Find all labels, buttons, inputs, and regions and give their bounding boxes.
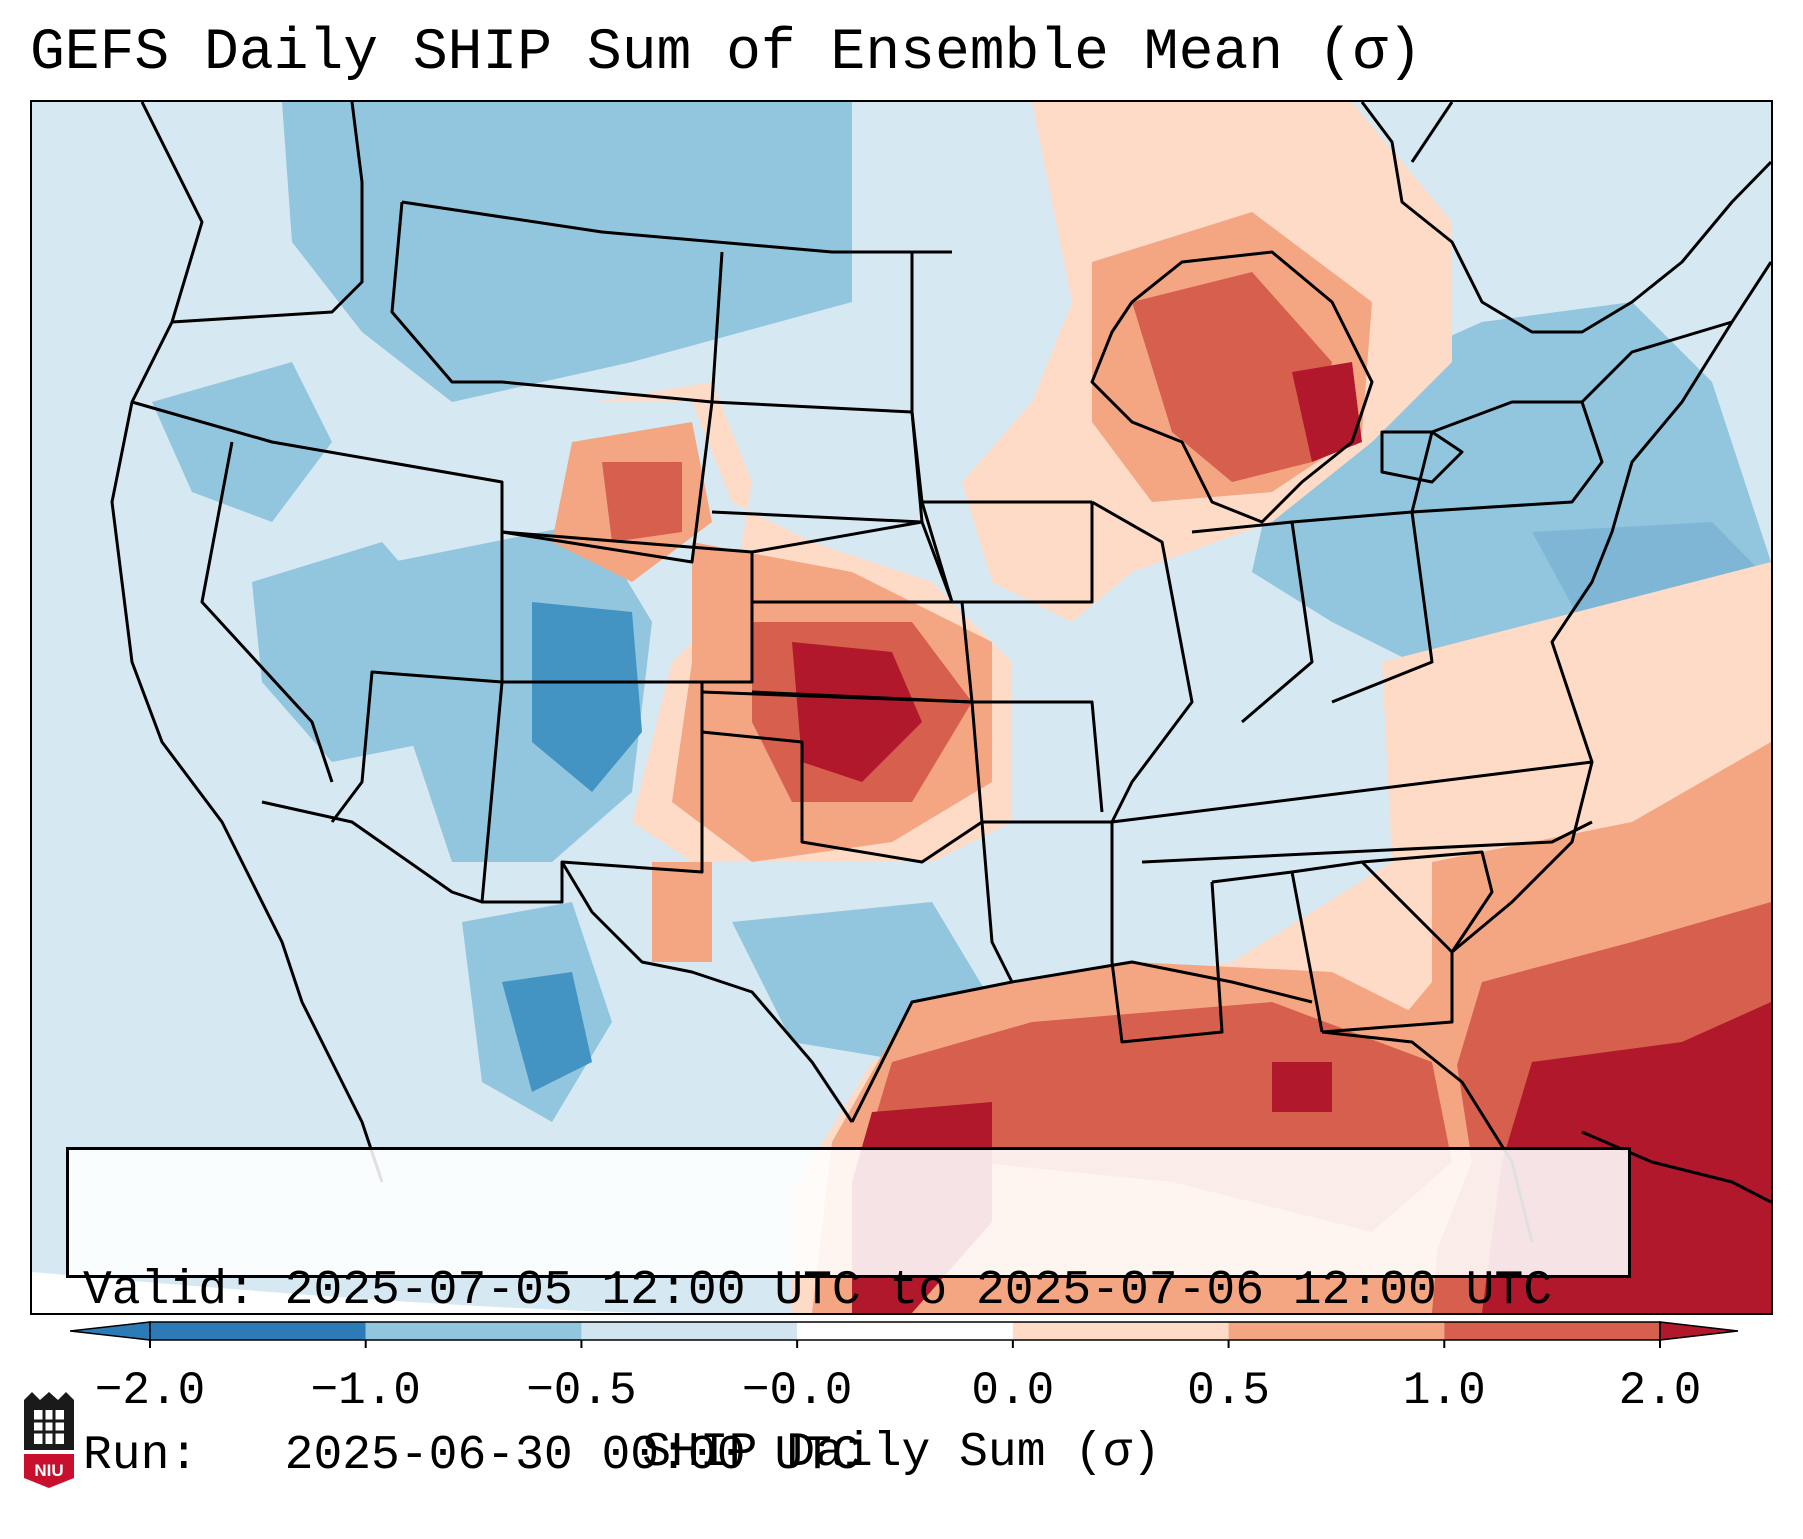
run-line: Run: 2025-06-30 00:00 UTC: [83, 1429, 1614, 1484]
map-panel[interactable]: [30, 100, 1773, 1315]
colorbar-segment: [581, 1322, 798, 1340]
east-coastline: [1451, 261, 1771, 954]
colorbar-segment: [1444, 1322, 1660, 1340]
tennessee-kentucky-border: [1111, 760, 1593, 824]
colorbar: [70, 1321, 1739, 1348]
mexico-border: [261, 800, 483, 904]
run-value: 2025-06-30 00:00 UTC: [284, 1429, 861, 1483]
washington-border: [171, 102, 364, 324]
valid-value: 2025-07-05 12:00 UTC to 2025-07-06 12:00…: [284, 1264, 1553, 1318]
domain-edge: [32, 1272, 732, 1313]
anomaly-map: [32, 102, 1771, 1313]
colorbar-tick-label: 1.0: [1402, 1365, 1486, 1417]
colorbar-segment: [150, 1322, 366, 1340]
ohio-border: [1291, 510, 1434, 704]
new-mexico-border: [480, 681, 704, 904]
logo-window-grid: [34, 1410, 64, 1444]
kansas-dark-red: [792, 642, 922, 782]
colorbar-tick-label: 0.5: [1187, 1365, 1270, 1417]
south-carolina-border: [1361, 850, 1494, 953]
colorbar-tick-label: 0.0: [971, 1365, 1055, 1417]
gulf-coast-line: [1011, 960, 1313, 1004]
idaho-border: [390, 201, 502, 384]
northern-plains-blue: [282, 102, 852, 402]
wyoming-red: [602, 462, 682, 542]
colorbar-extend-high: [1659, 1321, 1739, 1341]
logo-window: [34, 1410, 64, 1444]
texas-rio-grande: [560, 861, 854, 1123]
logo-shield: [24, 1454, 74, 1488]
utah-border: [330, 532, 504, 823]
colorbar-segment: [1012, 1322, 1229, 1340]
colorbar-segments: [70, 1321, 1739, 1348]
colorado-dark-blue: [532, 602, 642, 792]
gulf-dark-red-cell: [1272, 1062, 1332, 1112]
colorbar-segment: [365, 1322, 582, 1340]
boundary-lines: [110, 102, 1771, 1243]
valid-label: Valid:: [83, 1264, 256, 1318]
colorbar-tick-label: −1.0: [310, 1365, 421, 1417]
illinois-border: [1091, 500, 1194, 823]
st-lawrence-line: [1360, 102, 1771, 334]
colorbar-tick-label: −0.0: [741, 1365, 853, 1417]
lake-erie-outline: [1380, 430, 1464, 484]
map-title: GEFS Daily SHIP Sum of Ensemble Mean (σ): [30, 21, 1423, 86]
colorbar-label: SHIP Daily Sum (σ): [642, 1426, 1161, 1480]
valid-line: Valid: 2025-07-05 12:00 UTC to 2025-07-0…: [83, 1264, 1614, 1319]
tennessee-south-border: [1141, 820, 1593, 864]
california-nevada-border: [200, 441, 334, 783]
canada-border: [401, 200, 952, 254]
colorbar-extend-low: [70, 1321, 151, 1341]
colorbar-segment: [1228, 1322, 1445, 1340]
run-label: Run:: [83, 1429, 199, 1483]
university-seal-icon: NIU: [24, 1392, 74, 1488]
mississippi-border: [1110, 881, 1224, 1044]
valid-run-info-box: Valid: 2025-07-05 12:00 UTC to 2025-07-0…: [66, 1147, 1631, 1483]
great-lakes-outline: [1090, 250, 1374, 524]
michigan-dark-red: [1292, 362, 1362, 462]
colorbar-outline: [149, 1321, 1661, 1341]
colorbar-tick-label: −2.0: [94, 1365, 206, 1417]
new-mexico-salmon: [652, 862, 712, 962]
new-england-border: [1580, 320, 1733, 404]
colorbar-tick-label: 2.0: [1618, 1365, 1702, 1417]
montana-dakota-border: [710, 251, 724, 403]
colorbar-segment: [797, 1322, 1013, 1340]
iowa-border: [920, 501, 1094, 604]
colorbar-tick-label: −0.5: [526, 1365, 637, 1417]
indiana-border: [1191, 520, 1314, 724]
quebec-line: [1410, 102, 1454, 163]
wyoming-border: [501, 380, 714, 564]
logo-text: NIU: [34, 1461, 63, 1480]
great-lakes-red: [1132, 272, 1332, 482]
missouri-border: [972, 700, 1104, 813]
pacific-northwest-blue: [152, 362, 332, 522]
mexico-dark-blue: [502, 972, 592, 1092]
colorado-border: [501, 530, 754, 684]
west-coastline: [110, 102, 384, 1183]
minnesota-border: [910, 252, 1092, 504]
